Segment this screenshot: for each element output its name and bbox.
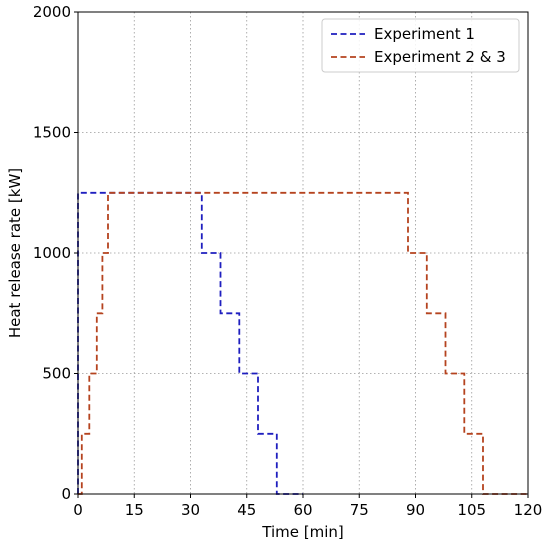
x-tick-label: 90 bbox=[406, 501, 425, 519]
x-tick-label: 30 bbox=[181, 501, 200, 519]
x-tick-label: 105 bbox=[457, 501, 486, 519]
series-line-1 bbox=[77, 191, 303, 495]
x-tick-label: 0 bbox=[73, 501, 83, 519]
legend-label: Experiment 1 bbox=[374, 25, 475, 43]
series-line-2 bbox=[78, 191, 528, 495]
y-tick-label: 0 bbox=[61, 485, 71, 503]
y-tick-label: 1500 bbox=[33, 124, 71, 142]
legend-box bbox=[321, 18, 520, 73]
y-tick-label: 1000 bbox=[33, 244, 71, 262]
grid bbox=[77, 11, 529, 495]
y-axis-label: Heat release rate [kW] bbox=[6, 168, 24, 338]
x-tick-label: 60 bbox=[293, 501, 312, 519]
x-tick-label: 120 bbox=[514, 501, 543, 519]
x-tick-label: 15 bbox=[125, 501, 144, 519]
ticks: 0 15 30 45 60 75 90 105 120 0 500 1000 1500 2000 bbox=[33, 3, 543, 519]
legend: Experiment 1 Experiment 2 & 3 bbox=[321, 18, 520, 73]
legend-label: Experiment 2 & 3 bbox=[374, 48, 506, 66]
series-layer bbox=[77, 191, 528, 495]
x-tick-label: 75 bbox=[350, 501, 369, 519]
y-tick-label: 2000 bbox=[33, 3, 71, 21]
y-tick-label: 500 bbox=[42, 365, 71, 383]
x-axis-label: Time [min] bbox=[261, 523, 343, 541]
x-tick-label: 45 bbox=[237, 501, 256, 519]
